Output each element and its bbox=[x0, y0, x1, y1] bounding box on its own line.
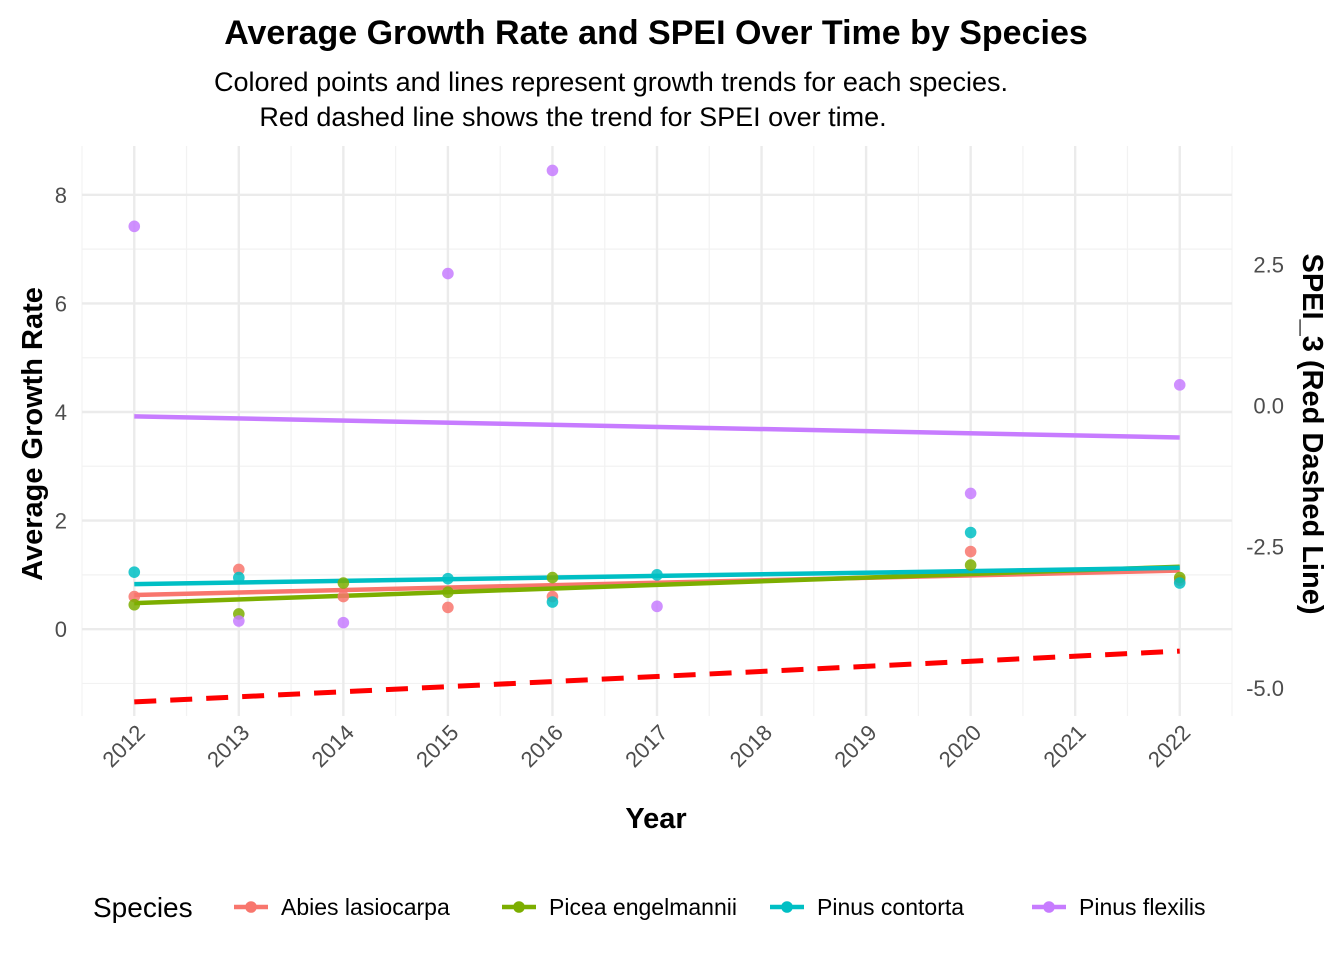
data-point bbox=[964, 545, 977, 558]
trend-line bbox=[134, 564, 1180, 606]
data-point bbox=[442, 586, 454, 599]
y2-tick-label: -2.5 bbox=[1246, 535, 1284, 560]
data-point bbox=[964, 487, 977, 500]
data-point bbox=[964, 559, 977, 571]
data-point bbox=[442, 572, 454, 585]
data-point bbox=[128, 220, 141, 233]
x-tick-label: 2014 bbox=[307, 720, 359, 772]
x-axis-title: Year bbox=[625, 803, 686, 835]
y-axis-title: Average Growth Rate bbox=[17, 287, 49, 581]
legend-key-point bbox=[513, 901, 525, 913]
grid bbox=[81, 146, 1233, 716]
data-point bbox=[128, 566, 141, 578]
legend-label: Picea engelmannii bbox=[549, 894, 737, 920]
x-tick-label: 2018 bbox=[725, 720, 777, 772]
data-point bbox=[337, 577, 350, 589]
plot-area bbox=[128, 164, 1186, 705]
data-point bbox=[1173, 379, 1186, 391]
data-point bbox=[128, 590, 141, 603]
data-point bbox=[337, 616, 350, 629]
y2-tick-label: -5.0 bbox=[1246, 676, 1284, 701]
x-tick-label: 2015 bbox=[411, 720, 463, 772]
x-tick-label: 2017 bbox=[620, 720, 672, 772]
x-tick-label: 2013 bbox=[202, 720, 254, 772]
data-point bbox=[546, 596, 559, 608]
y-tick-label: 6 bbox=[55, 291, 67, 316]
chart-subtitle-line-1: Colored points and lines represent growt… bbox=[214, 67, 1008, 97]
chart-title: Average Growth Rate and SPEI Over Time b… bbox=[224, 14, 1088, 52]
legend-label: Abies lasiocarpa bbox=[281, 894, 450, 920]
data-point bbox=[442, 601, 454, 614]
x-tick-label: 2012 bbox=[98, 720, 150, 772]
spei-trend-line bbox=[134, 648, 1180, 705]
data-point bbox=[651, 600, 663, 613]
data-point bbox=[546, 571, 559, 584]
y-tick-label: 2 bbox=[55, 509, 67, 534]
data-point bbox=[546, 164, 559, 177]
legend-label: Pinus flexilis bbox=[1079, 894, 1206, 920]
x-tick-label: 2022 bbox=[1143, 720, 1195, 772]
data-point bbox=[233, 563, 245, 576]
y-tick-label: 0 bbox=[55, 617, 67, 642]
legend-key-point bbox=[781, 901, 793, 913]
y2-tick-label: 2.5 bbox=[1253, 253, 1284, 278]
y2-axis-title: SPEI_3 (Red Dashed Line) bbox=[1296, 254, 1328, 615]
legend-key-point bbox=[1043, 901, 1055, 913]
y2-tick-label: 0.0 bbox=[1253, 394, 1284, 419]
chart-subtitle-line-2: Red dashed line shows the trend for SPEI… bbox=[259, 102, 886, 132]
data-point bbox=[442, 267, 454, 280]
x-tick-label: 2021 bbox=[1038, 720, 1090, 772]
x-tick-label: 2019 bbox=[829, 720, 881, 772]
legend-label: Pinus contorta bbox=[817, 894, 964, 920]
y-tick-label: 8 bbox=[55, 183, 67, 208]
x-tick-label: 2020 bbox=[934, 720, 986, 772]
legend-title: Species bbox=[93, 892, 193, 923]
data-point bbox=[233, 571, 245, 584]
legend-key-point bbox=[245, 901, 257, 913]
y-tick-label: 4 bbox=[55, 400, 67, 425]
data-point bbox=[337, 590, 350, 603]
data-point bbox=[964, 526, 977, 539]
data-point bbox=[651, 569, 663, 581]
x-tick-label: 2016 bbox=[516, 720, 568, 772]
data-point bbox=[128, 598, 141, 611]
legend: Species Abies lasiocarpa Picea engelmanni… bbox=[93, 892, 1206, 923]
trend-line bbox=[134, 414, 1180, 440]
data-point bbox=[1173, 577, 1186, 589]
data-point bbox=[233, 615, 245, 627]
